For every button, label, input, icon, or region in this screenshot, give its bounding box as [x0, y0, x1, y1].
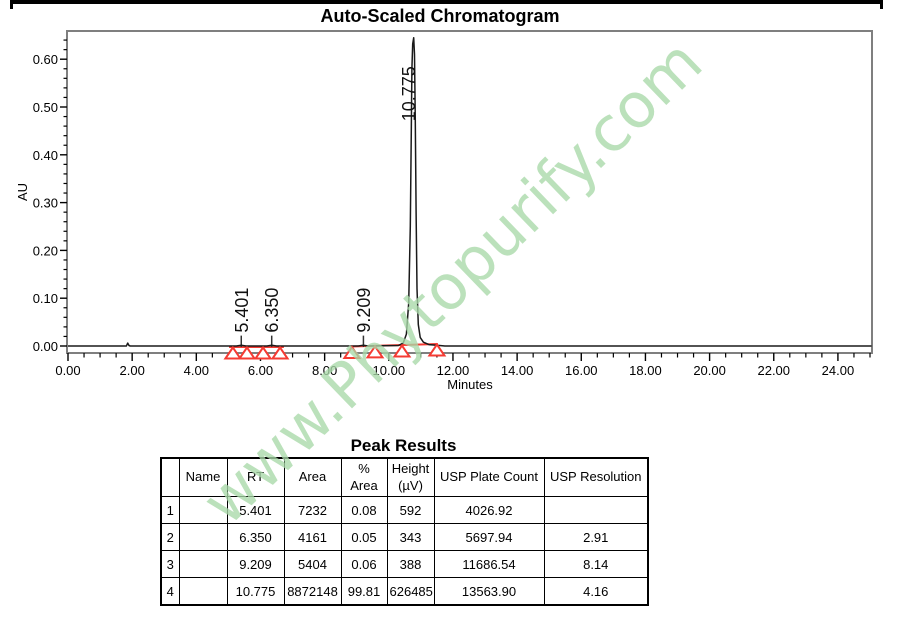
peak-results-cell: 13563.90	[433, 577, 545, 606]
integration-triangle	[392, 343, 412, 358]
x-axis-tick-label: 20.00	[693, 363, 726, 378]
page-frame-right-stub	[880, 0, 883, 9]
peak-results-cell: 0.06	[340, 550, 388, 578]
peak-results-cell: 11686.54	[433, 550, 545, 578]
x-axis-tick-label: 18.00	[629, 363, 662, 378]
peak-results-cell: 2.91	[543, 523, 649, 551]
x-axis-tick-label: 22.00	[757, 363, 790, 378]
x-axis-tick-label: 6.00	[248, 363, 273, 378]
peak-results-cell: 8872148	[283, 577, 342, 606]
peak-results-cell: 4161	[283, 523, 342, 551]
integration-triangle	[270, 345, 290, 360]
peak-rt-label: 9.209	[354, 288, 374, 333]
table-row: 4 10.775 8872148 99.81 626485 13563.90 4.16	[160, 577, 649, 606]
integration-triangle	[342, 345, 362, 359]
y-axis-tick-label: 0.40	[33, 148, 58, 163]
table-header-row: Name RT Area% Area Height (µV) USP Plate Cou…	[160, 457, 649, 497]
peak-results-header-cell: USP Plate Count	[433, 457, 545, 497]
peak-results-cell	[543, 496, 649, 524]
peak-results-cell: 0.05	[340, 523, 388, 551]
peak-results-cell: 5697.94	[433, 523, 545, 551]
peak-results-cell: 5404	[283, 550, 342, 578]
plot-frame	[66, 30, 873, 354]
peak-results-table: Name RT Area% Area Height (µV) USP Plate Cou…	[160, 457, 649, 606]
y-axis-tick-label: 0.00	[33, 339, 58, 354]
integration-triangle	[223, 345, 243, 360]
table-row: 1 5.401 7232 0.08 592 4026.92	[160, 496, 649, 524]
peak-results-cell: 3	[160, 550, 180, 578]
page-frame-line	[10, 0, 883, 4]
peak-results-cell: 6.350	[226, 523, 285, 551]
y-axis-tick-label: 0.10	[33, 291, 58, 306]
peak-results-cell: 99.81	[340, 577, 388, 606]
peak-results-cell: 4026.92	[433, 496, 545, 524]
table-row: 3 9.209 5404 0.06 388 11686.54 8.14	[160, 550, 649, 578]
peak-results-cell	[178, 550, 228, 578]
page-frame-left-stub	[10, 0, 13, 9]
peak-results-cell: 7232	[283, 496, 342, 524]
integration-triangle	[253, 345, 273, 360]
peak-results-cell: 4	[160, 577, 180, 606]
x-axis-tick-label: 12.00	[437, 363, 470, 378]
peak-results-header-cell	[160, 457, 180, 497]
peak-results-header-cell: Name	[178, 457, 228, 497]
peak-results-cell: 0.08	[340, 496, 388, 524]
peak-results-cell: 343	[386, 523, 435, 551]
peak-rt-label: 10.775	[399, 66, 419, 121]
integration-triangle	[365, 344, 385, 359]
peak-rt-label: 5.401	[232, 288, 252, 333]
x-axis-tick-label: 8.00	[312, 363, 337, 378]
chromatogram-curve	[68, 36, 872, 347]
y-axis-tick-label: 0.20	[33, 243, 58, 258]
peak-rt-label: 6.350	[262, 288, 282, 333]
peak-results-cell: 8.14	[543, 550, 649, 578]
x-axis-tick-label: 24.00	[822, 363, 855, 378]
table-body: 1 5.401 7232 0.08 592 4026.92 2 6.350 4161 0.05 34…	[160, 496, 649, 606]
peak-results-header-cell: Height (µV)	[386, 457, 435, 497]
peak-results-header-cell: USP Resolution	[543, 457, 649, 497]
peak-results-title: Peak Results	[350, 436, 457, 455]
peak-results-cell: 626485	[386, 577, 435, 606]
x-axis-title: Minutes	[447, 377, 493, 392]
x-axis-tick-label: 4.00	[184, 363, 209, 378]
y-axis-tick-label: 0.50	[33, 100, 58, 115]
peak-results-cell: 5.401	[226, 496, 285, 524]
peak-results-cell: 4.16	[543, 577, 649, 606]
x-axis-tick-label: 16.00	[565, 363, 598, 378]
y-axis-tick-label: 0.60	[33, 52, 58, 67]
integration-triangle	[237, 345, 257, 360]
x-axis-tick-label: 0.00	[55, 363, 80, 378]
peak-results-cell: 592	[386, 496, 435, 524]
peak-results-cell: 10.775	[226, 577, 285, 606]
integration-triangle	[427, 342, 447, 357]
peak-results-cell: 1	[160, 496, 180, 524]
x-axis-tick-label: 10.00	[373, 363, 406, 378]
peak-results-cell: 9.209	[226, 550, 285, 578]
x-axis-tick-label: 14.00	[501, 363, 534, 378]
chart-title: Auto-Scaled Chromatogram	[320, 6, 560, 26]
peak-results-header-cell: RT	[226, 457, 285, 497]
chromatogram-plot: 0.00 0.10 0.20 0.30 0.40 0.50 0.60 0.00 2.00 4.00…	[15, 30, 873, 392]
table-header: Name RT Area% Area Height (µV) USP Plate Cou…	[160, 457, 649, 497]
y-axis-title: AU	[15, 183, 30, 201]
peak-results-header-cell: Area	[283, 457, 342, 497]
peak-results-cell	[178, 523, 228, 551]
peak-results-cell	[178, 496, 228, 524]
y-axis-tick-label: 0.30	[33, 196, 58, 211]
x-axis-tick-label: 2.00	[120, 363, 145, 378]
peak-results-cell: 388	[386, 550, 435, 578]
table-row: 2 6.350 4161 0.05 343 5697.94 2.91	[160, 523, 649, 551]
peak-results-cell: 2	[160, 523, 180, 551]
peak-results-header-cell: % Area	[340, 457, 388, 497]
peak-results-cell	[178, 577, 228, 606]
